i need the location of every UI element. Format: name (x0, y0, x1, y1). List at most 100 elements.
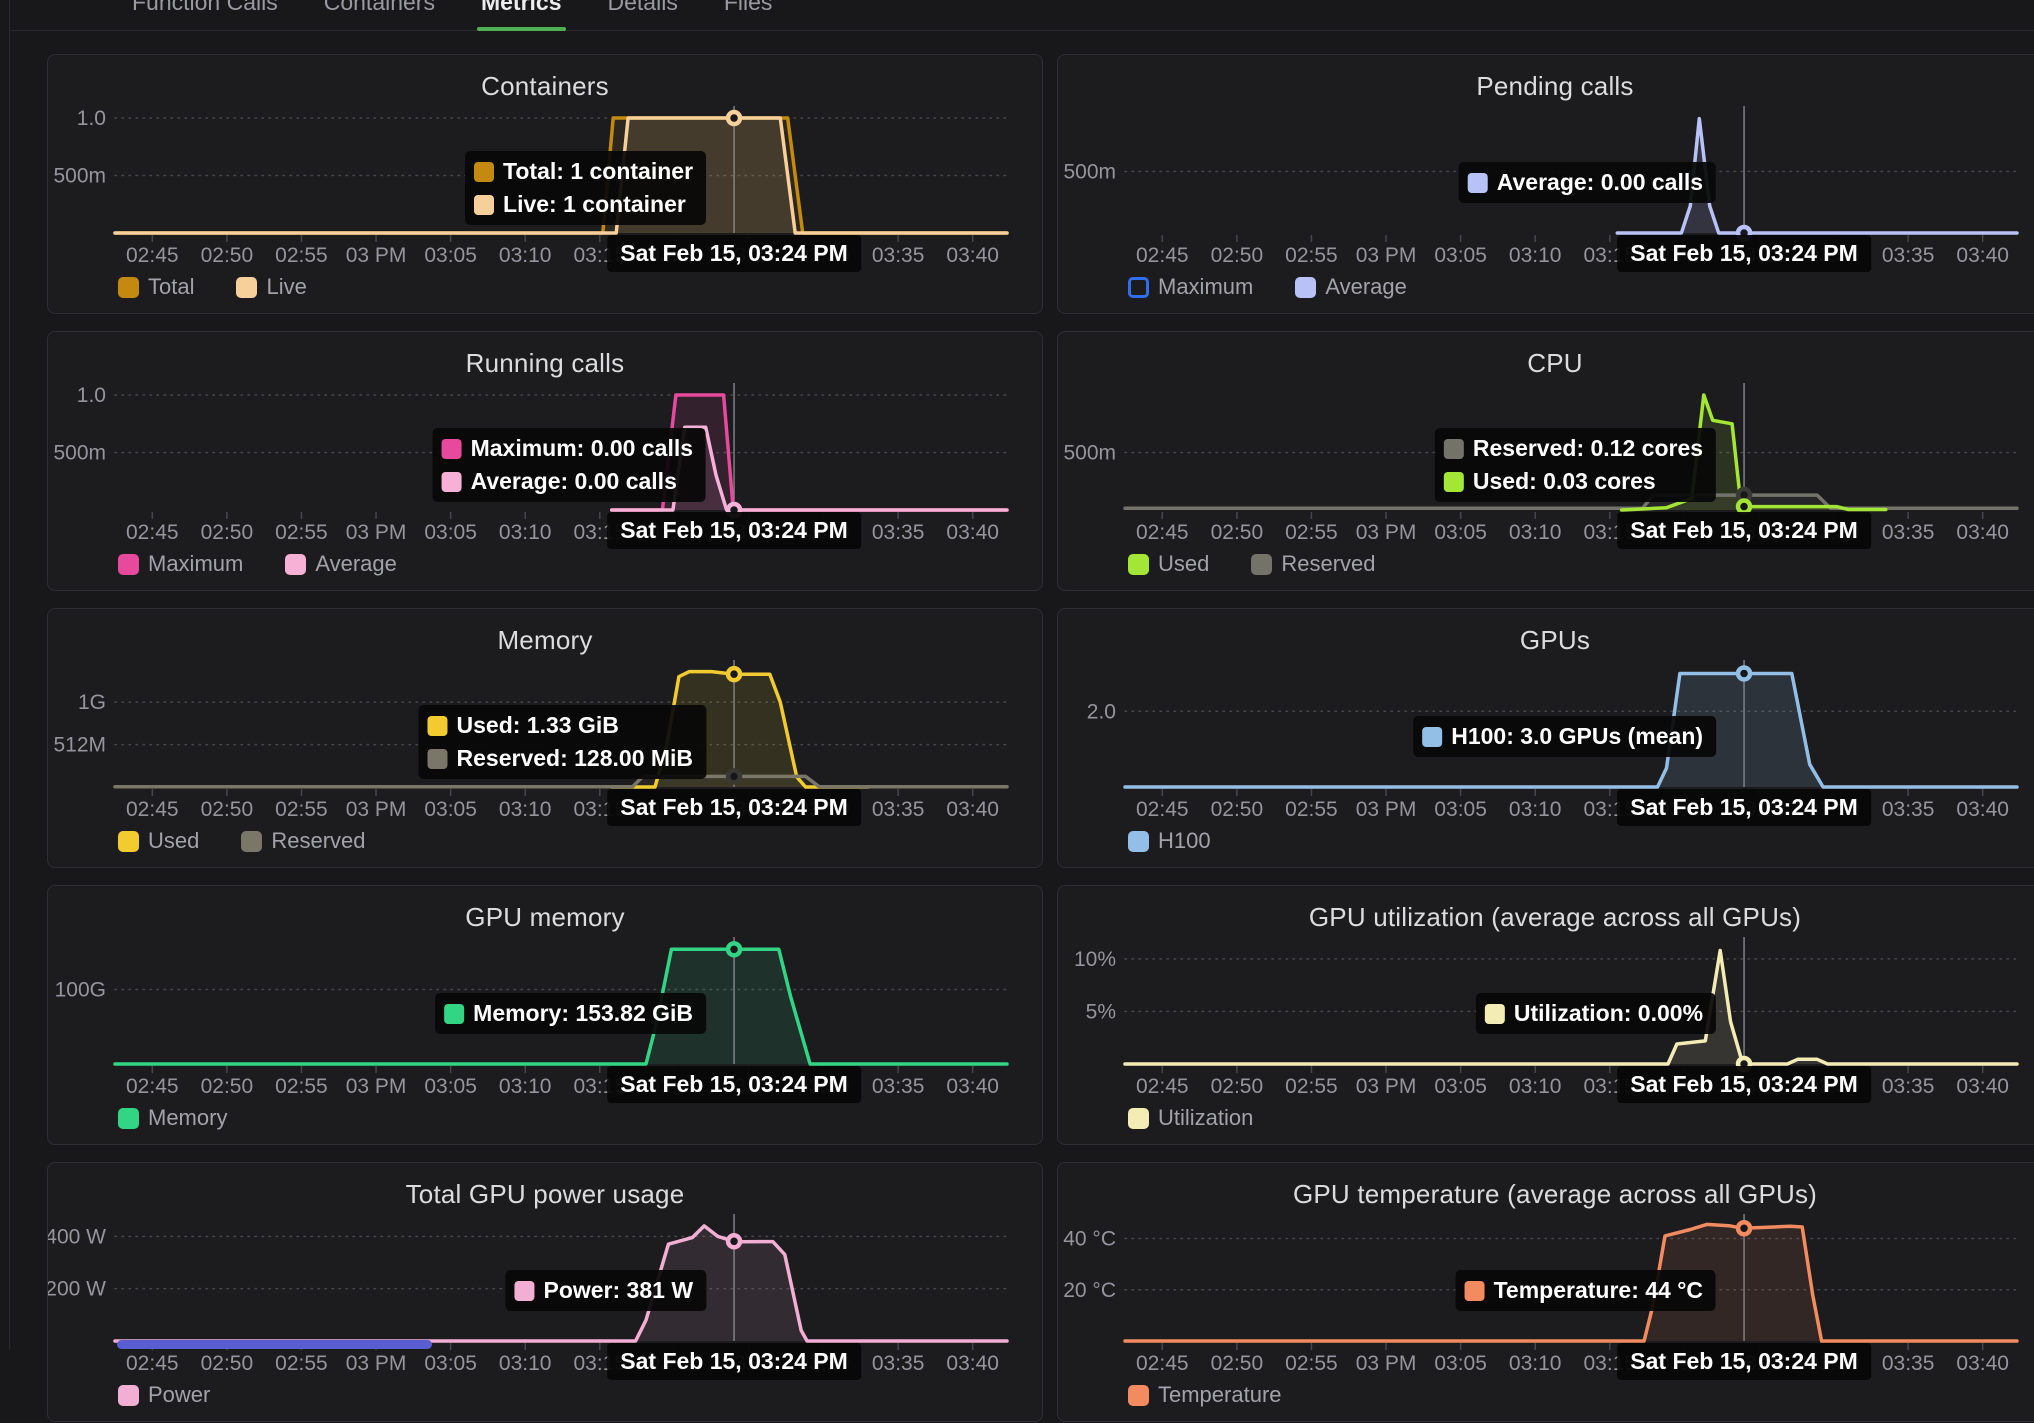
tab-files[interactable]: Files (724, 0, 773, 30)
x-axis-label: 03:40 (1956, 244, 2009, 267)
tooltip-series-swatch (514, 1280, 535, 1301)
x-axis-label: 03:10 (1509, 1352, 1562, 1375)
page-left-border (9, 0, 10, 1350)
legend-item-h100[interactable]: H100 (1128, 828, 1211, 854)
chart-card-gpu-power: Total GPU power usage 400 W 200 W 02:45 02:5… (47, 1162, 1043, 1422)
gpu-temperature-hover-marker (1735, 1220, 1753, 1237)
x-axis-label: 03:10 (1509, 1075, 1562, 1098)
x-axis-label: 03:35 (1882, 1075, 1935, 1098)
y-axis-label: 20 °C (1063, 1279, 1116, 1302)
tooltip-value-text: Total: 1 container (503, 158, 694, 184)
legend-label: Temperature (1158, 1382, 1282, 1407)
x-axis-label: 03 PM (346, 1075, 407, 1098)
x-axis-label: 02:50 (1211, 798, 1264, 821)
tooltip-value-text: Memory: 153.82 GiB (473, 1000, 694, 1026)
legend-item-maximum[interactable]: Maximum (118, 551, 243, 577)
pending-calls-tooltip: Average: 0.00 calls (1458, 162, 1717, 203)
x-axis-label: 03:40 (1956, 1075, 2009, 1098)
x-axis-label: 03 PM (1356, 521, 1417, 544)
legend-label: Utilization (1158, 1105, 1254, 1130)
x-axis-label: 02:50 (1211, 521, 1264, 544)
x-axis-label: 03:35 (872, 798, 925, 821)
x-axis-label: 03:35 (1882, 244, 1935, 267)
running-calls-tooltip: Maximum: 0.00 calls Average: 0.00 calls (432, 428, 707, 502)
legend-item-utilization[interactable]: Utilization (1128, 1105, 1253, 1131)
x-axis-label: 02:45 (1136, 1075, 1189, 1098)
tooltip-series-swatch (444, 1003, 465, 1024)
x-axis-label: 03:05 (1434, 521, 1487, 544)
gpu-memory-series-fill-memory (115, 949, 1007, 1064)
tooltip-value-text: Average: 0.00 calls (1496, 169, 1704, 195)
x-axis-label: 02:45 (1136, 521, 1189, 544)
chart-title-gpu-memory: GPU memory (465, 902, 625, 932)
gpu-utilization-tooltip: Utilization: 0.00% (1475, 993, 1717, 1034)
x-axis-label: 03:10 (499, 1075, 552, 1098)
gpu-power-legend: Power (118, 1382, 210, 1408)
containers-plot[interactable]: 1.0 500m 02:45 02:50 02:55 03 PM 03:05 03:10 03:… (48, 55, 1044, 315)
y-axis-label: 500m (1063, 161, 1116, 184)
tab-containers[interactable]: Containers (324, 0, 435, 30)
gpu-memory-series-line-memory (113, 947, 1009, 1066)
legend-swatch (118, 1107, 139, 1129)
x-axis-label: 03:40 (946, 244, 999, 267)
x-axis-label: 03:05 (424, 798, 477, 821)
y-axis-label: 1.0 (77, 107, 106, 130)
legend-item-used[interactable]: Used (1128, 551, 1209, 577)
chart-title-memory: Memory (497, 625, 593, 655)
x-axis-label: 02:45 (1136, 1352, 1189, 1375)
gpus-hover-marker (1735, 665, 1753, 682)
legend-item-reserved[interactable]: Reserved (241, 828, 366, 854)
gpus-legend: H100 (1128, 828, 1211, 854)
legend-item-temperature[interactable]: Temperature (1128, 1382, 1282, 1408)
chart-card-gpu-temperature: GPU temperature (average across all GPUs… (1057, 1162, 2034, 1422)
legend-item-average[interactable]: Average (285, 551, 397, 577)
tooltip-row: Live: 1 container (474, 191, 693, 218)
gpus-series-fill-h100 (1125, 673, 2017, 787)
legend-item-maximum[interactable]: Maximum (1128, 274, 1253, 300)
tab-bar: Function Calls Containers Metrics Details Fi… (10, 0, 2034, 31)
x-axis-label: 02:45 (1136, 798, 1189, 821)
tooltip-series-swatch (1443, 471, 1464, 492)
x-axis-label: 03:40 (946, 798, 999, 821)
x-axis-label: 02:55 (275, 521, 328, 544)
x-axis-label: 03:10 (499, 521, 552, 544)
tooltip-series-swatch (441, 471, 462, 492)
gpu-memory-hover-marker (725, 941, 743, 958)
tab-function-calls[interactable]: Function Calls (132, 0, 278, 30)
horizontal-scrollbar-thumb[interactable] (117, 1340, 432, 1349)
legend-label: H100 (1158, 828, 1211, 853)
tooltip-value-text: Power: 381 W (543, 1277, 694, 1303)
x-axis-label: 02:50 (201, 798, 254, 821)
tooltip-series-swatch (427, 748, 448, 769)
gpu-temperature-crosshair-date: Sat Feb 15, 03:24 PM (1617, 1343, 1871, 1380)
containers-hover-marker (725, 109, 743, 127)
gpus-tooltip: H100: 3.0 GPUs (mean) (1413, 716, 1717, 757)
legend-label: Memory (148, 1105, 228, 1130)
memory-series-line-reserved (113, 774, 1009, 789)
memory-hover-marker (725, 768, 743, 785)
legend-item-total[interactable]: Total (118, 274, 194, 300)
cpu-crosshair-date: Sat Feb 15, 03:24 PM (1617, 512, 1871, 549)
legend-item-memory[interactable]: Memory (118, 1105, 227, 1131)
tab-metrics[interactable]: Metrics (476, 0, 566, 31)
x-axis-label: 03:35 (1882, 798, 1935, 821)
chart-title-cpu: CPU (1527, 348, 1583, 378)
legend-item-reserved[interactable]: Reserved (1251, 551, 1376, 577)
legend-item-live[interactable]: Live (236, 274, 307, 300)
x-axis-label: 02:50 (1211, 1352, 1264, 1375)
x-axis-label: 03:10 (1509, 521, 1562, 544)
tooltip-value-text: Live: 1 container (503, 191, 686, 217)
legend-label: Used (148, 828, 200, 853)
cpu-series-line-used (1619, 393, 1888, 512)
x-axis-label: 02:55 (1285, 244, 1338, 267)
legend-item-used[interactable]: Used (118, 828, 199, 854)
running-calls-series-fill-average (611, 427, 1007, 510)
tab-details[interactable]: Details (608, 0, 678, 30)
containers-tooltip: Total: 1 container Live: 1 container (465, 151, 707, 225)
legend-item-average[interactable]: Average (1295, 274, 1407, 300)
y-axis-label: 10% (1074, 948, 1116, 971)
tooltip-row: Used: 0.03 cores (1443, 468, 1703, 495)
legend-label: Live (266, 274, 307, 299)
tooltip-row: Reserved: 0.12 cores (1443, 435, 1703, 462)
legend-item-power[interactable]: Power (118, 1382, 210, 1408)
